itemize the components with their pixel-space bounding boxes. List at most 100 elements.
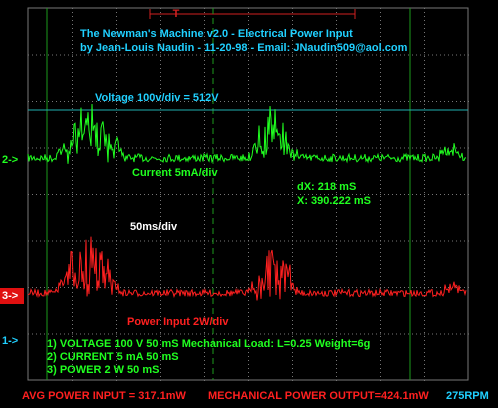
grid-dot — [204, 308, 205, 309]
grid-dot — [152, 333, 153, 335]
screen-border — [27, 7, 469, 381]
grid-dot — [40, 54, 41, 56]
grid-dot — [380, 92, 381, 93]
grid-dot — [336, 304, 337, 305]
grid-dot — [160, 32, 161, 33]
grid-dot — [192, 54, 193, 56]
grid-dot — [216, 147, 217, 149]
grid-dot — [44, 194, 45, 195]
grid-dot — [424, 120, 425, 121]
grid-dot — [152, 147, 153, 149]
grid-dot — [68, 333, 69, 335]
grid-dot — [456, 101, 457, 102]
grid-dot — [292, 376, 293, 377]
grid-dot — [256, 240, 257, 242]
grid-dot — [388, 194, 389, 195]
cursor-x: X: 390.222 mS — [297, 195, 371, 207]
grid-dot — [336, 264, 337, 265]
grid-dot — [324, 54, 325, 56]
grid-dot — [44, 101, 45, 102]
grid-dot — [120, 194, 121, 195]
grid-dot — [400, 101, 401, 102]
grid-dot — [116, 120, 117, 121]
grid-dot — [336, 308, 337, 309]
grid-dot — [116, 252, 117, 253]
grid-dot — [80, 240, 81, 242]
grid-dot — [380, 68, 381, 69]
grid-dot — [132, 101, 133, 102]
grid-dot — [160, 204, 161, 205]
grid-dot — [424, 272, 425, 273]
grid-dot — [72, 101, 73, 102]
grid-dot — [336, 24, 337, 25]
grid-dot — [252, 54, 253, 56]
grid-dot — [248, 308, 249, 309]
grid-dot — [248, 264, 249, 265]
grid-dot — [204, 192, 205, 193]
grid-dot — [204, 128, 205, 129]
grid-dot — [116, 304, 117, 305]
grid-dot — [40, 101, 41, 102]
grid-dot — [292, 28, 293, 29]
grid-dot — [72, 136, 73, 137]
grid-dot — [336, 333, 337, 335]
grid-dot — [116, 76, 117, 77]
grid-dot — [116, 52, 117, 53]
grid-dot — [408, 240, 409, 242]
grid-dot — [204, 236, 205, 237]
grid-dot — [248, 284, 249, 285]
grid-dot — [336, 88, 337, 89]
grid-dot — [452, 333, 453, 335]
grid-dot — [372, 101, 373, 102]
grid-dot — [424, 300, 425, 301]
grid-dot — [164, 194, 165, 195]
grid-dot — [248, 24, 249, 25]
grid-dot — [336, 276, 337, 277]
grid-dot — [160, 56, 161, 57]
grid-dot — [320, 101, 321, 102]
grid-dot — [96, 54, 97, 56]
grid-dot — [248, 184, 249, 185]
grid-dot — [248, 220, 249, 221]
grid-dot — [116, 108, 117, 109]
grid-dot — [380, 12, 381, 13]
grid-dot — [288, 240, 289, 242]
grid-dot — [64, 333, 65, 335]
grid-dot — [448, 333, 449, 335]
grid-dot — [376, 147, 377, 149]
grid-dot — [116, 48, 117, 49]
grid-dot — [260, 54, 261, 56]
grid-dot — [72, 88, 73, 89]
grid-dot — [292, 324, 293, 325]
grid-dot — [308, 101, 309, 102]
grid-dot — [160, 196, 161, 197]
grid-dot — [400, 287, 401, 288]
grid-dot — [248, 248, 249, 249]
grid-dot — [204, 16, 205, 17]
grid-dot — [384, 287, 385, 288]
grid-dot — [116, 228, 117, 229]
grid-dot — [128, 240, 129, 242]
grid-dot — [208, 333, 209, 335]
grid-dot — [380, 312, 381, 313]
grid-dot — [160, 280, 161, 281]
grid-dot — [72, 348, 73, 349]
grid-dot — [72, 176, 73, 177]
grid-dot — [272, 147, 273, 149]
grid-dot — [160, 180, 161, 181]
grid-dot — [200, 194, 201, 195]
grid-dot — [292, 200, 293, 201]
grid-dot — [292, 316, 293, 317]
grid-dot — [380, 356, 381, 357]
grid-dot — [116, 12, 117, 13]
grid-dot — [204, 312, 205, 313]
grid-dot — [244, 287, 245, 288]
grid-dot — [392, 287, 393, 288]
grid-dot — [236, 194, 237, 195]
grid-dot — [252, 240, 253, 242]
grid-dot — [92, 240, 93, 242]
grid-dot — [204, 156, 205, 157]
grid-dot — [248, 216, 249, 217]
grid-dot — [72, 140, 73, 141]
grid-dot — [348, 287, 349, 288]
